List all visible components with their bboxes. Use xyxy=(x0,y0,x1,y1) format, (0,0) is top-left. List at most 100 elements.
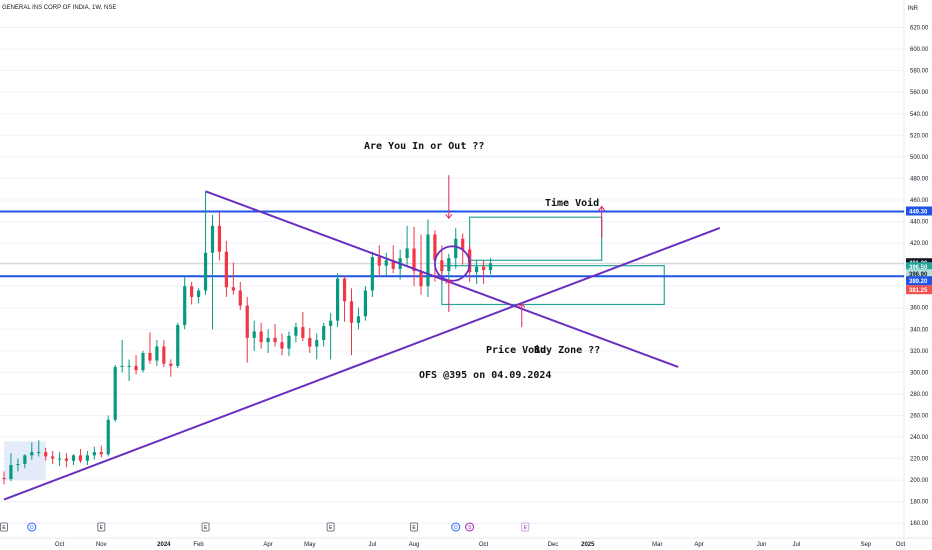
candle xyxy=(58,452,62,467)
candle-body xyxy=(23,455,27,464)
candle-body xyxy=(99,452,103,455)
candle xyxy=(155,340,159,366)
candle-body xyxy=(481,266,486,270)
annotation-ofs[interactable]: OFS @395 on 04.09.2024 xyxy=(419,370,552,381)
candle xyxy=(245,296,249,363)
marker-shape xyxy=(326,522,335,532)
annotation-time-void[interactable]: Time Void xyxy=(545,198,600,209)
event-marker-dividend: D xyxy=(451,522,461,532)
candle xyxy=(301,312,305,342)
candle xyxy=(37,440,41,457)
candle-body xyxy=(322,326,326,341)
arrow-head xyxy=(445,278,453,284)
candle xyxy=(141,350,145,373)
arrow-0 xyxy=(445,175,453,220)
candle xyxy=(273,323,277,347)
candle xyxy=(287,331,291,357)
price-tag: 389.20 xyxy=(906,276,932,286)
candle-body xyxy=(273,337,277,343)
time-tick-label: Apr xyxy=(263,542,272,548)
price-tick-label: 280.00 xyxy=(910,392,929,398)
candle xyxy=(238,281,242,310)
candle xyxy=(64,453,69,468)
candle xyxy=(210,215,215,330)
event-marker-split: S xyxy=(465,522,475,532)
candle xyxy=(190,281,194,305)
price-tag-label: 449.30 xyxy=(909,209,928,215)
price-tick-label: 260.00 xyxy=(910,413,929,419)
event-marker-earnings: E xyxy=(97,522,106,532)
candle xyxy=(280,333,284,356)
price-tag: 449.30 xyxy=(906,206,932,216)
time-tick-label: Oct xyxy=(55,542,65,548)
annotation-price-void[interactable]: Price Void xyxy=(486,345,547,356)
time-tick-label: Apr xyxy=(694,542,703,548)
marker-glyph: D xyxy=(30,525,34,531)
candle-body xyxy=(217,225,222,252)
price-tag-label: 389.20 xyxy=(909,279,928,285)
candle xyxy=(440,245,444,282)
candle xyxy=(259,322,263,349)
price-tick-label: 500.00 xyxy=(910,155,929,161)
arrow-head xyxy=(445,213,453,220)
candle-body xyxy=(349,301,354,323)
annotation-question[interactable]: Are You In or Out ?? xyxy=(364,141,485,152)
time-tick-label: Dec xyxy=(548,542,559,548)
candle-body xyxy=(141,352,145,371)
arrow-3 xyxy=(518,302,526,328)
time-tick-label: Oct xyxy=(479,542,489,548)
price-tick-label: 340.00 xyxy=(910,327,929,333)
candle xyxy=(419,234,423,295)
candle xyxy=(266,329,270,353)
candle-body xyxy=(155,346,159,361)
candle-body xyxy=(488,263,493,270)
candle xyxy=(99,445,103,458)
candle xyxy=(329,313,333,360)
candle xyxy=(342,275,347,322)
candle xyxy=(203,191,208,295)
candle-body xyxy=(176,324,180,366)
candle-body xyxy=(238,290,242,306)
candle xyxy=(120,340,124,373)
candle xyxy=(377,245,381,277)
candle xyxy=(349,288,354,356)
arrow-1 xyxy=(445,278,453,313)
candle xyxy=(252,320,256,351)
price-tick-label: 420.00 xyxy=(910,241,929,247)
candle-body xyxy=(85,455,89,461)
candle-body xyxy=(162,346,166,364)
candle-body xyxy=(461,238,465,250)
candle xyxy=(2,471,6,485)
time-axis[interactable]: Oct Nov 2024 Feb Apr May Jul Aug Oct Dec 2025 Mar Ap… xyxy=(55,542,906,548)
candle-body xyxy=(426,234,430,287)
candle-body xyxy=(280,342,284,349)
marker-shape xyxy=(201,522,210,532)
price-axis[interactable]: 160.00 180.00 200.00 220.00 240.00 260.00 280.… xyxy=(906,26,932,528)
candle xyxy=(356,307,361,330)
candle xyxy=(412,226,416,287)
marker-shape xyxy=(0,522,8,532)
price-tick-label: 240.00 xyxy=(910,435,929,441)
candle-body xyxy=(294,327,298,336)
candle xyxy=(134,355,138,375)
price-tag-label: 396.90 xyxy=(909,272,928,278)
price-tick-label: 200.00 xyxy=(910,478,929,484)
candle-body xyxy=(183,286,187,325)
candle xyxy=(106,415,110,457)
candle xyxy=(148,332,152,364)
candle-body xyxy=(433,234,437,261)
candle xyxy=(363,286,367,321)
candle xyxy=(231,262,235,295)
price-tag-bg xyxy=(906,262,932,272)
candle-body xyxy=(454,238,458,259)
candle-body xyxy=(113,366,117,420)
candle xyxy=(9,453,13,482)
event-marker-earnings: E xyxy=(410,522,419,532)
candle-body xyxy=(210,225,215,253)
marker-glyph: E xyxy=(2,525,6,531)
annotation-buy-zone[interactable]: Buy Zone ?? xyxy=(534,345,601,356)
time-tick-label: Oct xyxy=(896,542,906,548)
candle-body xyxy=(315,340,319,347)
candle xyxy=(405,225,409,267)
